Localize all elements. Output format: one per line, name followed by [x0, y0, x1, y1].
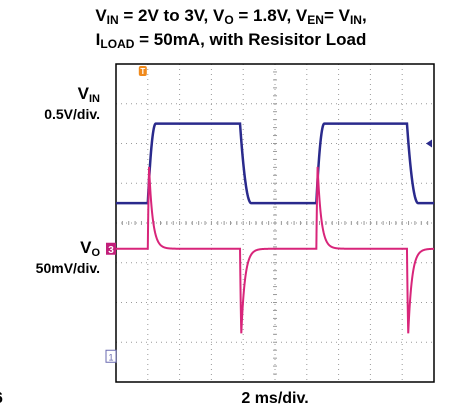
stray-text: 6: [0, 390, 3, 408]
vin-name: V: [77, 84, 89, 103]
title-1-part-1: = 2V to 3V, V: [118, 6, 225, 25]
vin-trace: [116, 122, 434, 205]
vin-scale: 0.5V/div.: [44, 106, 100, 122]
chart-title-line-1: VIN = 2V to 3V, VO = 1.8V, VEN= VIN,: [0, 6, 462, 30]
vin-name-sub: IN: [89, 93, 100, 105]
vo-name-sub: O: [91, 247, 100, 259]
title-2-part-0: I: [95, 30, 101, 49]
ground-ref-marker-text: 1: [108, 352, 113, 362]
vo-scale: 50mV/div.: [35, 260, 100, 276]
x-axis-label: 2 ms/div.: [241, 390, 309, 407]
vo-channel-marker-icon: [106, 242, 116, 255]
plot-frame: [115, 63, 435, 383]
vo-channel-marker-text: 3: [108, 245, 114, 256]
chart-title-line-2: ILOAD = 50mA, with Resisitor Load: [0, 30, 462, 54]
title-2-sub-0: LOAD: [100, 37, 135, 51]
title-1-sub-2: EN: [307, 13, 324, 27]
ground-ref-marker-icon: [105, 349, 117, 363]
trigger-marker-icon: [138, 66, 147, 76]
trigger-level-arrow-icon: [426, 139, 432, 148]
title-1-part-3: = V: [323, 6, 350, 25]
title-1-part-2: = 1.8V, V: [233, 6, 308, 25]
title-2-part-1: = 50mA, with Resisitor Load: [134, 30, 367, 49]
vo-channel-label: VO 50mV/div.: [8, 238, 100, 276]
title-1-part-0: V: [95, 6, 107, 25]
title-1-sub-0: IN: [106, 13, 119, 27]
title-1-sub-3: IN: [349, 13, 362, 27]
title-1-part-4: ,: [361, 6, 367, 25]
trigger-marker-text: T: [140, 67, 145, 76]
title-1-sub-1: O: [224, 13, 234, 27]
vo-trace: [116, 166, 435, 334]
vo-name: V: [80, 238, 92, 257]
vin-channel-label: VIN 0.5V/div.: [8, 84, 100, 122]
